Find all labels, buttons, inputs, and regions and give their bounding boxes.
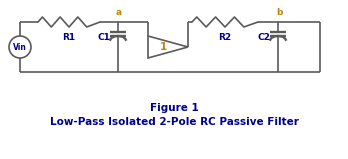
- Text: b: b: [276, 8, 282, 17]
- Text: a: a: [116, 8, 122, 17]
- Text: R1: R1: [62, 34, 76, 42]
- Text: Low-Pass Isolated 2-Pole RC Passive Filter: Low-Pass Isolated 2-Pole RC Passive Filt…: [49, 117, 299, 127]
- Text: Vin: Vin: [13, 42, 27, 52]
- Text: R2: R2: [219, 34, 231, 42]
- Text: 1: 1: [159, 42, 167, 52]
- Text: C2: C2: [258, 34, 270, 42]
- Text: C1: C1: [97, 34, 110, 42]
- Text: Figure 1: Figure 1: [150, 103, 198, 113]
